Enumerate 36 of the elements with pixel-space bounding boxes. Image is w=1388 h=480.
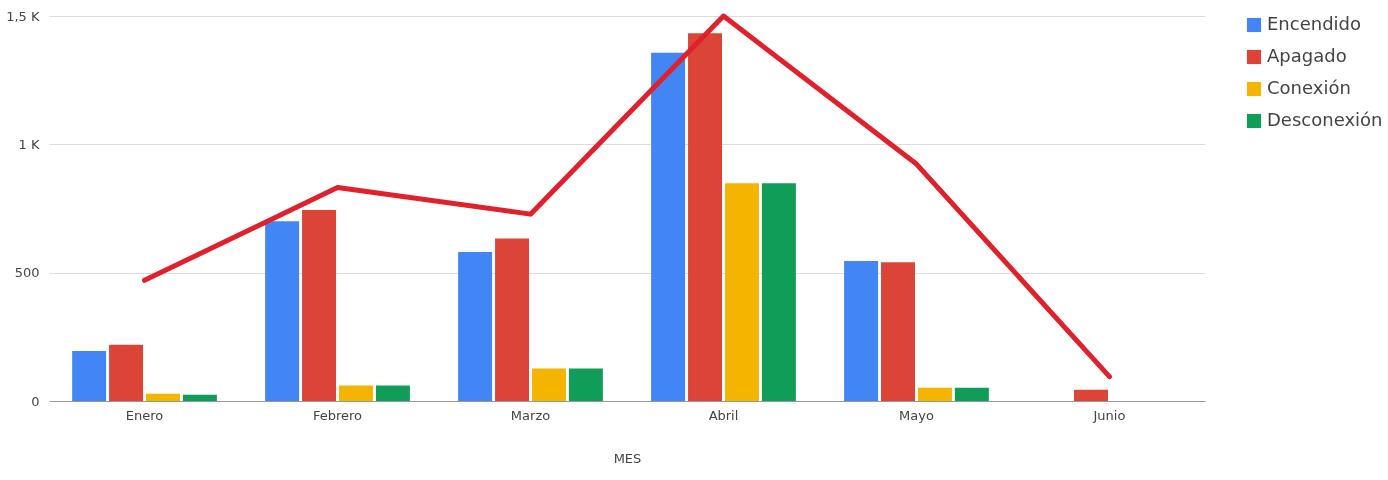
bar: [761, 183, 796, 401]
bar: [182, 394, 217, 401]
bar: [881, 262, 916, 401]
x-tick-label: Junio: [1092, 407, 1126, 423]
y-tick-label: 1,5 K: [6, 8, 40, 24]
bar: [954, 387, 989, 401]
legend-label: Desconexión: [1267, 109, 1383, 130]
bar: [568, 368, 603, 401]
y-tick-label: 1 K: [18, 136, 40, 152]
x-tick-label: Marzo: [510, 407, 551, 423]
bar: [917, 387, 952, 401]
bar: [844, 261, 879, 401]
bar: [109, 344, 144, 401]
y-tick-label: 0: [31, 393, 40, 409]
bar: [265, 221, 300, 401]
bar: [531, 368, 566, 401]
x-tick-label: Abril: [708, 407, 739, 423]
legend-label: Apagado: [1267, 45, 1347, 66]
bar: [302, 210, 337, 401]
x-tick-label: Mayo: [899, 407, 934, 423]
x-axis-title: MES: [613, 450, 642, 466]
bar: [72, 350, 107, 401]
bar: [651, 52, 686, 401]
bar: [495, 238, 530, 401]
bar: [1074, 389, 1108, 401]
x-tick-label: Enero: [125, 407, 164, 423]
bar: [146, 393, 180, 401]
bar: [724, 183, 759, 401]
legend-label: Conexión: [1267, 77, 1351, 98]
bar: [338, 385, 373, 401]
y-tick-label: 500: [14, 265, 40, 281]
bar: [688, 33, 723, 401]
x-tick-label: Febrero: [312, 407, 363, 423]
bar: [458, 251, 493, 401]
legend-label: Encendido: [1267, 13, 1362, 34]
bar: [375, 385, 410, 401]
